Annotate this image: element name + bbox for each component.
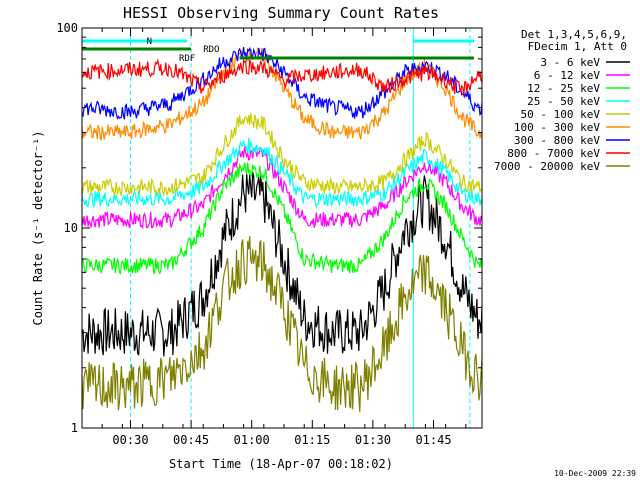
series-layer bbox=[81, 46, 483, 413]
legend-label-4: 25 - 50 keV bbox=[527, 95, 600, 108]
chart-title: HESSI Observing Summary Count Rates bbox=[123, 4, 439, 22]
series-line-5 bbox=[81, 112, 483, 198]
x-tick-label-1: 00:45 bbox=[173, 433, 209, 447]
x-tick-label-4: 01:30 bbox=[355, 433, 391, 447]
series-line-9 bbox=[81, 236, 483, 413]
series-line-7 bbox=[81, 47, 483, 120]
y-tick-label-1: 10 bbox=[64, 221, 78, 235]
footer-date: 10-Dec-2009 22:39 bbox=[554, 469, 636, 478]
series-line-8 bbox=[81, 58, 483, 97]
series-line-4 bbox=[81, 137, 483, 209]
legend-label-7: 300 - 800 keV bbox=[514, 134, 600, 147]
legend-label-5: 50 - 100 keV bbox=[521, 108, 601, 121]
legend-label-6: 100 - 300 keV bbox=[514, 121, 600, 134]
legend-label-2: 6 - 12 keV bbox=[534, 69, 601, 82]
annotation-rdf-label: RDF bbox=[179, 54, 195, 64]
legend-label-8: 800 - 7000 keV bbox=[507, 147, 600, 160]
y-tick-label-0: 1 bbox=[71, 421, 78, 435]
legend-header-1: FDecim 1, Att 0 bbox=[528, 40, 627, 53]
x-tick-label-2: 01:00 bbox=[234, 433, 270, 447]
series-line-2 bbox=[81, 145, 483, 230]
legend: Det 1,3,4,5,6,9,FDecim 1, Att 0 3 - 6 keV… bbox=[494, 28, 630, 173]
annotation-layer: N RDF RDO bbox=[82, 37, 474, 64]
x-tick-label-0: 00:30 bbox=[112, 433, 148, 447]
x-tick-label-3: 01:15 bbox=[294, 433, 330, 447]
legend-label-3: 12 - 25 keV bbox=[527, 82, 600, 95]
legend-header-0: Det 1,3,4,5,6,9, bbox=[521, 28, 627, 41]
x-axis-label: Start Time (18-Apr-07 00:18:02) bbox=[169, 457, 393, 471]
y-tick-label-2: 100 bbox=[56, 21, 78, 35]
y-axis-label: Count Rate (s⁻¹ detector⁻¹) bbox=[31, 130, 45, 325]
annotation-n-label: N bbox=[147, 37, 152, 47]
series-line-1 bbox=[81, 171, 483, 357]
axes: 00:30 00:45 01:00 01:15 01:30 01:45 1 10 100 bbox=[56, 21, 483, 447]
annotation-rdo-label: RDO bbox=[203, 45, 219, 55]
legend-label-9: 7000 - 20000 keV bbox=[494, 160, 600, 173]
x-tick-label-5: 01:45 bbox=[415, 433, 451, 447]
legend-label-1: 3 - 6 keV bbox=[540, 56, 600, 69]
series-line-3 bbox=[81, 162, 483, 275]
